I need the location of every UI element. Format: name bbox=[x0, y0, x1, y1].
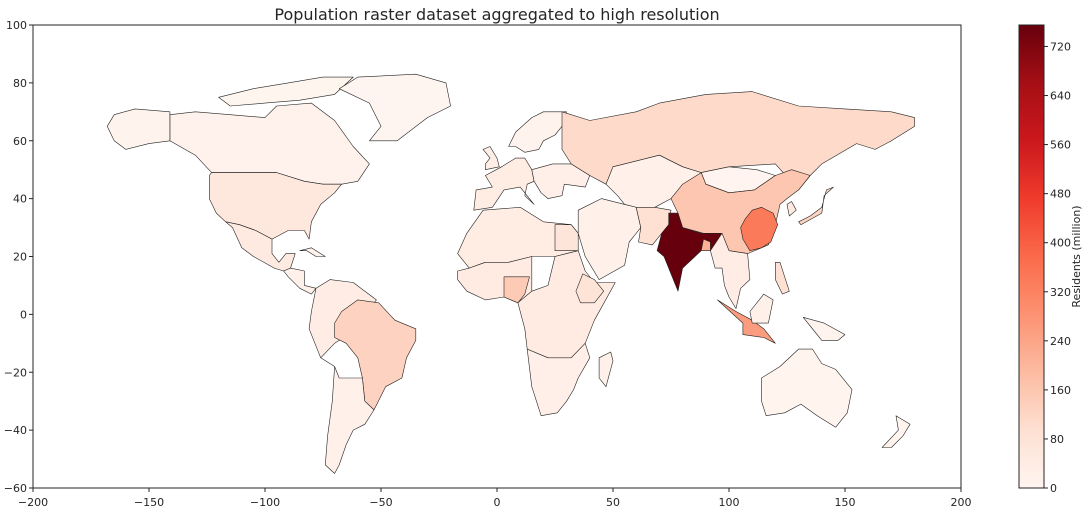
region-russia bbox=[561, 91, 915, 191]
colorbar-tick-label: 560 bbox=[1050, 139, 1071, 152]
region-borneo bbox=[749, 293, 774, 324]
x-axis-ticks: −200 −150 −100 −50 0 50 100 150 200 bbox=[18, 488, 972, 509]
chart-title: Population raster dataset aggregated to … bbox=[274, 5, 719, 24]
region-eastern-china bbox=[740, 207, 779, 251]
region-japan bbox=[798, 186, 834, 225]
region-eastern-europe bbox=[531, 163, 591, 199]
y-axis-ticks: −60 −40 −20 0 20 40 60 80 100 bbox=[4, 19, 33, 495]
colorbar-tick-label: 480 bbox=[1050, 188, 1071, 201]
colorbar-tick-label: 0 bbox=[1050, 482, 1057, 495]
x-tick-label: −50 bbox=[369, 496, 392, 509]
colorbar-tick-label: 160 bbox=[1050, 384, 1071, 397]
colorbar bbox=[1018, 24, 1045, 489]
region-alaska bbox=[106, 108, 171, 150]
colorbar-tick-label: 400 bbox=[1050, 237, 1071, 250]
map-regions bbox=[106, 73, 915, 474]
y-tick-label: 0 bbox=[20, 308, 27, 321]
x-tick-label: −200 bbox=[18, 496, 48, 509]
y-tick-label: −60 bbox=[4, 482, 27, 495]
region-bangladesh bbox=[700, 238, 711, 251]
y-tick-label: −40 bbox=[4, 424, 27, 437]
x-tick-label: 100 bbox=[719, 496, 740, 509]
y-tick-label: 40 bbox=[13, 193, 27, 206]
region-greenland bbox=[338, 73, 451, 142]
region-india bbox=[656, 212, 723, 292]
y-tick-label: 100 bbox=[6, 19, 27, 32]
region-united-kingdom bbox=[482, 146, 500, 170]
region-madagascar bbox=[598, 351, 614, 388]
y-tick-label: 60 bbox=[13, 135, 27, 148]
region-scandinavia bbox=[508, 111, 567, 153]
region-new-guinea bbox=[802, 316, 846, 341]
region-southern-cone bbox=[320, 357, 375, 474]
colorbar-tick-label: 320 bbox=[1050, 286, 1071, 299]
region-philippines bbox=[775, 261, 790, 295]
x-tick-label: −100 bbox=[250, 496, 280, 509]
colorbar-tick-label: 240 bbox=[1050, 335, 1071, 348]
region-cuba bbox=[299, 247, 326, 257]
region-southeast-asia bbox=[710, 233, 751, 309]
x-tick-label: 0 bbox=[494, 496, 501, 509]
region-indonesia bbox=[717, 299, 776, 344]
region-ethiopia bbox=[575, 273, 605, 304]
x-tick-label: 150 bbox=[835, 496, 856, 509]
x-tick-label: 50 bbox=[606, 496, 620, 509]
colorbar-label: Residents (million) bbox=[1070, 205, 1083, 307]
y-tick-label: −20 bbox=[4, 366, 27, 379]
colorbar-tick-label: 640 bbox=[1050, 90, 1071, 103]
y-tick-label: 80 bbox=[13, 77, 27, 90]
region-middle-east bbox=[577, 198, 642, 280]
region-australia bbox=[761, 348, 853, 428]
colorbar-tick-label: 720 bbox=[1050, 40, 1071, 53]
colorbar-ticks: 0 80 160 240 320 400 480 560 640 720 bbox=[1044, 40, 1071, 495]
region-egypt bbox=[554, 224, 579, 251]
x-tick-label: −150 bbox=[134, 496, 164, 509]
colorbar-tick-label: 80 bbox=[1050, 433, 1064, 446]
region-mexico bbox=[225, 221, 296, 272]
y-tick-label: 20 bbox=[13, 251, 27, 264]
region-southern-africa bbox=[526, 342, 591, 417]
x-tick-label: 200 bbox=[951, 496, 972, 509]
region-korea bbox=[786, 201, 797, 217]
region-new-zealand bbox=[881, 415, 911, 448]
